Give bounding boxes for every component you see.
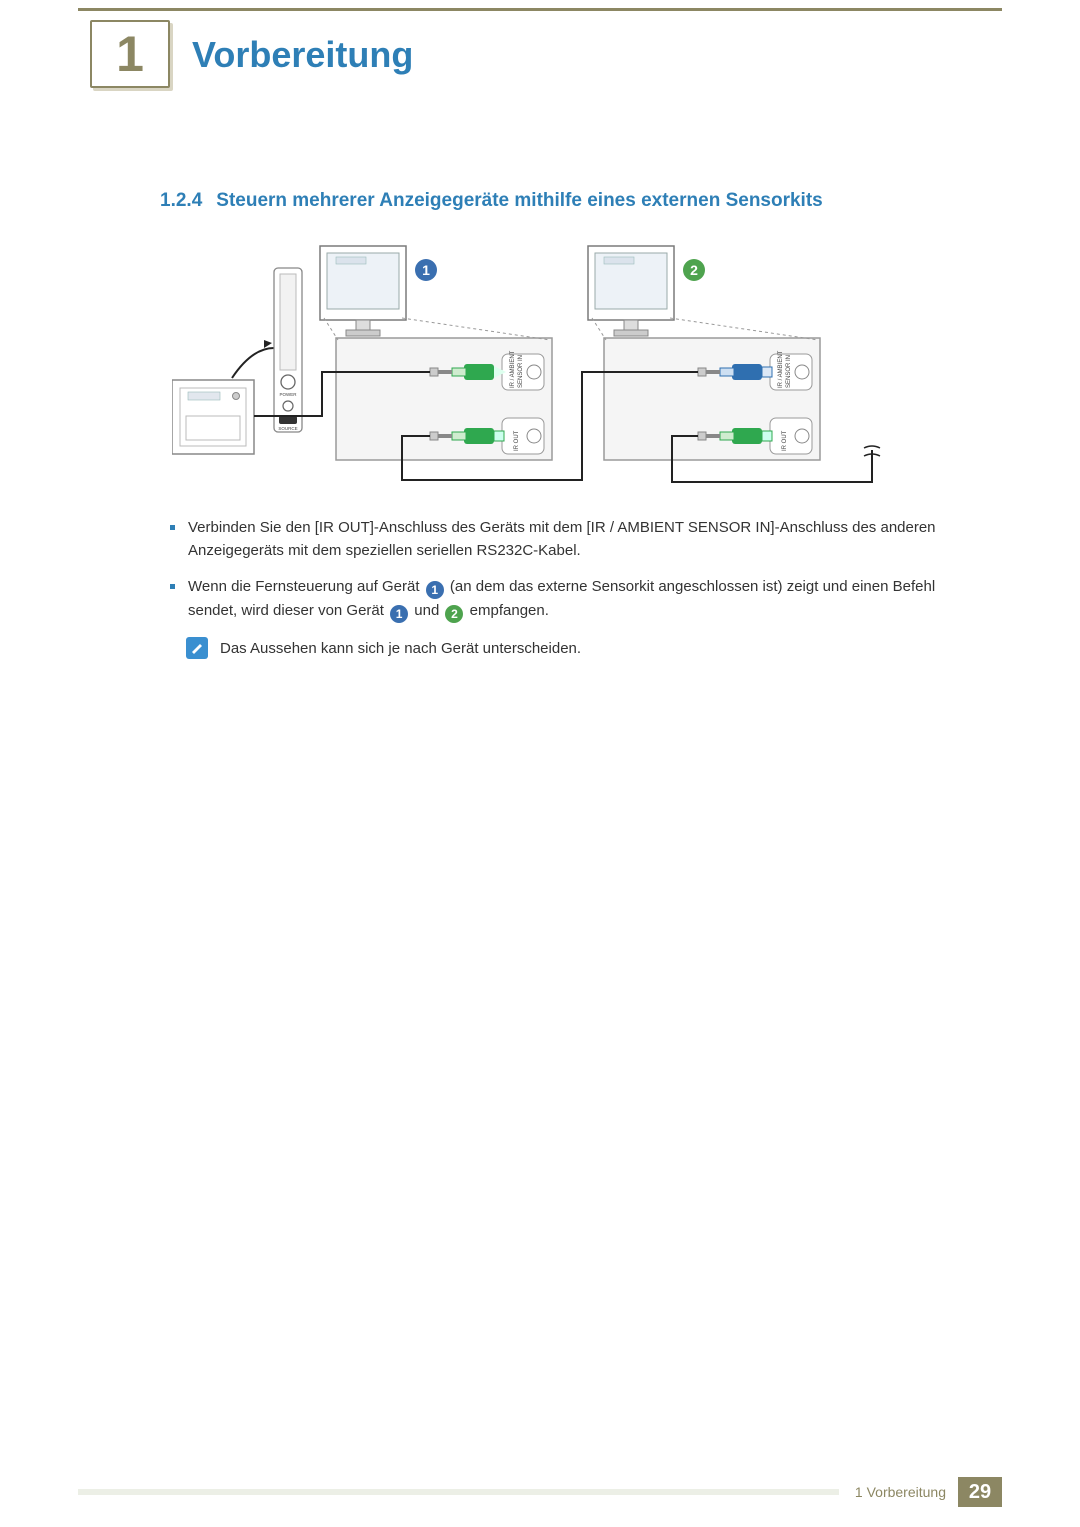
leader-line: [670, 318, 818, 340]
remote-control: POWER SOURCE: [274, 268, 302, 432]
display-1: [320, 246, 406, 336]
port-label-sensor-in-1a: IR / AMBIENT: [510, 350, 516, 388]
bullet-2-pre: Wenn die Fernsteuerung auf Gerät: [188, 578, 424, 595]
section-title: Steuern mehrerer Anzeigegeräte mithilfe …: [216, 190, 822, 211]
callout-2-text: 2: [690, 262, 698, 278]
display-2: [588, 246, 674, 336]
section-heading: 1.2.4 Steuern mehrerer Anzeigegeräte mith…: [160, 190, 980, 212]
remote-power-label: POWER: [279, 392, 297, 397]
port-label-irout-2: IR OUT: [782, 430, 788, 451]
top-rule: [78, 8, 1002, 11]
port-label-sensor-in-2b: SENSOR IN: [786, 355, 792, 388]
bullet-2-mid2: und: [414, 602, 443, 619]
chapter-number-box: 1: [90, 20, 170, 88]
port-label-sensor-in-1b: SENSOR IN: [518, 355, 524, 388]
callout-1-text: 1: [422, 262, 430, 278]
inline-callout-1b: 1: [390, 605, 408, 623]
note-icon: [186, 637, 208, 659]
leader-line: [402, 318, 550, 340]
inline-callout-1: 1: [426, 581, 444, 599]
note-row: Das Aussehen kann sich je nach Gerät unt…: [160, 637, 970, 663]
remote-source-label: SOURCE: [278, 426, 297, 431]
bullet-2-post: empfangen.: [470, 602, 549, 619]
footer-breadcrumb: 1 Vorbereitung: [855, 1484, 946, 1500]
chapter-title: Vorbereitung: [192, 34, 413, 76]
bullet-1-text: Verbinden Sie den [IR OUT]-Anschluss des…: [188, 519, 936, 559]
sensorkit-diagram: POWER SOURCE 1: [172, 240, 912, 502]
note-text: Das Aussehen kann sich je nach Gerät unt…: [220, 640, 581, 657]
diagram-svg: POWER SOURCE 1: [172, 240, 912, 502]
leader-line: [592, 318, 606, 340]
footer-bar: [78, 1489, 839, 1495]
port-label-sensor-in-2a: IR / AMBIENT: [778, 350, 784, 388]
rear-panel-1: IR / AMBIENT SENSOR IN IR OUT: [336, 338, 552, 460]
bullet-1: Verbinden Sie den [IR OUT]-Anschluss des…: [160, 516, 970, 563]
arrow-head-icon: [264, 340, 272, 348]
content: Verbinden Sie den [IR OUT]-Anschluss des…: [160, 516, 970, 663]
section-number: 1.2.4: [160, 190, 202, 211]
page-number: 29: [958, 1477, 1002, 1507]
page: 1 Vorbereitung 1.2.4 Steuern mehrerer Anz…: [0, 0, 1080, 1527]
rear-panel-2: IR / AMBIENT SENSOR IN IR OUT: [604, 338, 820, 460]
inline-callout-2: 2: [445, 605, 463, 623]
footer: 1 Vorbereitung 29: [78, 1477, 1002, 1507]
bullet-2: Wenn die Fernsteuerung auf Gerät 1 (an d…: [160, 575, 970, 624]
external-sensor-device: [172, 380, 254, 454]
chapter-number: 1: [116, 25, 144, 83]
port-label-irout-1: IR OUT: [514, 430, 520, 451]
arrow-path: [232, 348, 274, 378]
leader-line: [324, 318, 338, 340]
